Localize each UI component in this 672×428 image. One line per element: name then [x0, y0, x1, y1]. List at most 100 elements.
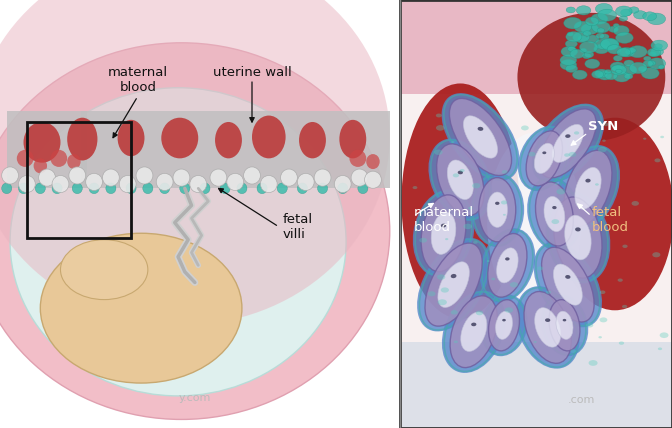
Ellipse shape	[643, 60, 653, 67]
Ellipse shape	[52, 183, 62, 193]
Ellipse shape	[18, 175, 35, 193]
Ellipse shape	[535, 308, 560, 347]
Ellipse shape	[564, 150, 612, 226]
Ellipse shape	[552, 125, 583, 162]
Ellipse shape	[34, 158, 47, 173]
Ellipse shape	[438, 262, 469, 307]
Ellipse shape	[562, 319, 566, 321]
Ellipse shape	[337, 183, 348, 193]
Ellipse shape	[434, 149, 443, 155]
Ellipse shape	[436, 125, 445, 131]
Ellipse shape	[624, 60, 634, 66]
Ellipse shape	[454, 341, 458, 343]
Ellipse shape	[1, 183, 11, 193]
Ellipse shape	[595, 69, 608, 78]
Ellipse shape	[597, 28, 605, 33]
Ellipse shape	[597, 9, 616, 21]
Ellipse shape	[654, 44, 663, 49]
Ellipse shape	[24, 122, 60, 163]
Ellipse shape	[220, 183, 230, 193]
Ellipse shape	[450, 296, 497, 368]
Ellipse shape	[419, 238, 427, 243]
Ellipse shape	[453, 173, 459, 177]
Ellipse shape	[489, 300, 519, 351]
Ellipse shape	[161, 118, 198, 158]
Ellipse shape	[614, 55, 622, 61]
Ellipse shape	[632, 201, 639, 206]
Ellipse shape	[67, 118, 97, 160]
Ellipse shape	[518, 125, 571, 191]
Ellipse shape	[72, 183, 82, 193]
Ellipse shape	[568, 46, 576, 52]
Ellipse shape	[314, 169, 331, 186]
Ellipse shape	[299, 122, 326, 158]
Bar	[0, 0, 400, 428]
Ellipse shape	[451, 141, 455, 143]
Ellipse shape	[591, 14, 607, 24]
Ellipse shape	[573, 70, 587, 80]
Ellipse shape	[607, 45, 622, 54]
Ellipse shape	[470, 172, 524, 247]
Ellipse shape	[624, 74, 633, 79]
Ellipse shape	[476, 311, 483, 315]
Ellipse shape	[553, 264, 583, 305]
Ellipse shape	[505, 307, 513, 313]
Ellipse shape	[598, 147, 607, 152]
Ellipse shape	[647, 13, 665, 25]
Ellipse shape	[581, 24, 599, 35]
Ellipse shape	[261, 175, 278, 193]
Ellipse shape	[0, 0, 390, 325]
Ellipse shape	[67, 154, 81, 169]
Ellipse shape	[277, 183, 288, 193]
Ellipse shape	[464, 224, 472, 229]
Ellipse shape	[542, 152, 546, 154]
Ellipse shape	[614, 26, 629, 36]
Ellipse shape	[431, 212, 456, 254]
Ellipse shape	[622, 305, 628, 308]
Ellipse shape	[567, 32, 573, 36]
Ellipse shape	[40, 233, 242, 383]
Ellipse shape	[532, 104, 604, 183]
Ellipse shape	[501, 200, 507, 205]
Ellipse shape	[599, 291, 605, 294]
Ellipse shape	[436, 113, 442, 117]
Ellipse shape	[585, 179, 591, 182]
Bar	[400, 342, 672, 428]
Ellipse shape	[554, 197, 602, 278]
Ellipse shape	[653, 252, 661, 257]
Text: uterine wall: uterine wall	[212, 66, 292, 79]
Ellipse shape	[575, 227, 581, 232]
Ellipse shape	[451, 310, 458, 315]
Ellipse shape	[190, 175, 206, 193]
Ellipse shape	[650, 48, 663, 56]
Ellipse shape	[618, 279, 623, 282]
Ellipse shape	[556, 118, 672, 310]
Ellipse shape	[417, 238, 490, 331]
Ellipse shape	[10, 88, 346, 396]
Ellipse shape	[86, 173, 103, 190]
Ellipse shape	[473, 241, 478, 244]
Ellipse shape	[451, 274, 456, 278]
Ellipse shape	[596, 33, 605, 39]
Ellipse shape	[503, 214, 506, 216]
Ellipse shape	[468, 207, 472, 210]
Ellipse shape	[502, 170, 507, 174]
Ellipse shape	[487, 192, 507, 227]
Bar	[81, 111, 148, 188]
Text: fetal
villi: fetal villi	[282, 213, 312, 241]
Ellipse shape	[210, 169, 227, 186]
Ellipse shape	[617, 48, 631, 57]
Ellipse shape	[642, 12, 657, 21]
Ellipse shape	[584, 51, 594, 58]
Ellipse shape	[609, 26, 618, 33]
Ellipse shape	[585, 59, 599, 68]
Ellipse shape	[660, 136, 664, 138]
Ellipse shape	[366, 154, 380, 169]
Ellipse shape	[611, 65, 626, 75]
Text: maternal
blood: maternal blood	[108, 66, 168, 94]
Ellipse shape	[660, 333, 669, 338]
Ellipse shape	[540, 109, 596, 178]
Ellipse shape	[595, 183, 599, 186]
Ellipse shape	[621, 65, 637, 75]
Ellipse shape	[649, 51, 657, 56]
